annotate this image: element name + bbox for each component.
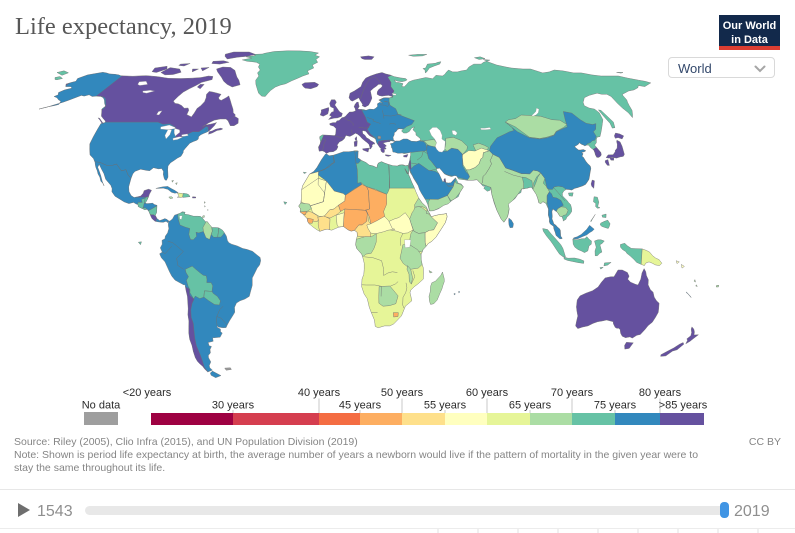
svg-text:50 years: 50 years (381, 387, 424, 399)
svg-text:45 years: 45 years (339, 400, 382, 412)
svg-text:>85 years: >85 years (659, 400, 708, 412)
svg-text:60 years: 60 years (466, 387, 509, 399)
svg-text:80 years: 80 years (639, 387, 682, 399)
svg-text:65 years: 65 years (509, 400, 552, 412)
svg-text:No data: No data (82, 400, 121, 412)
svg-text:<20 years: <20 years (123, 387, 172, 399)
svg-text:30 years: 30 years (212, 400, 255, 412)
svg-text:55 years: 55 years (424, 400, 467, 412)
svg-text:40 years: 40 years (298, 387, 341, 399)
svg-text:70 years: 70 years (551, 387, 594, 399)
svg-text:75 years: 75 years (594, 400, 637, 412)
